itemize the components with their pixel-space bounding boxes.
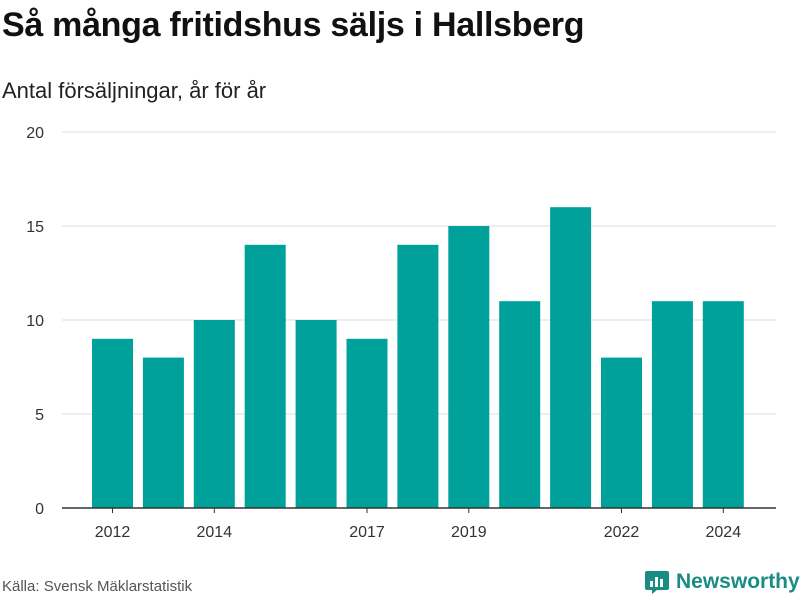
bar-chart: 0 5 10 15 20 2012 2014 2017 2019 2022 2024 [26, 125, 776, 541]
bar-2016 [295, 320, 337, 508]
x-axis-ticks: 2012 2014 2017 2019 2022 2024 [95, 508, 741, 541]
chart-subtitle: Antal försäljningar, år för år [2, 78, 267, 103]
bar-2014 [193, 320, 235, 508]
x-tick-label: 2017 [349, 524, 385, 541]
x-tick-label: 2014 [197, 524, 233, 541]
bar-2024 [702, 301, 744, 508]
bar-2023 [651, 301, 693, 508]
bar-2022 [601, 357, 642, 508]
bar-2020 [499, 301, 541, 508]
newsworthy-chart-logo-icon [645, 571, 669, 594]
bar-2012 [92, 338, 133, 508]
source-note: Källa: Svensk Mäklarstatistik [2, 578, 193, 595]
bar-2015 [244, 244, 286, 509]
y-tick-label: 20 [26, 125, 44, 142]
x-tick-label: 2022 [604, 524, 640, 541]
bar-2019 [448, 226, 490, 508]
y-tick-label: 15 [26, 219, 44, 236]
brand-logo: Newsworthy [644, 569, 800, 595]
bar-2013 [142, 357, 184, 508]
y-tick-label: 0 [35, 501, 44, 518]
x-tick-label: 2019 [451, 524, 487, 541]
bar-2021 [550, 207, 592, 508]
y-axis-ticks: 0 5 10 15 20 [26, 125, 44, 518]
x-tick-label: 2024 [706, 524, 742, 541]
chart-title: Så många fritidshus säljs i Hallsberg [2, 6, 585, 44]
bars [92, 207, 744, 509]
bar-2018 [397, 244, 439, 509]
y-tick-label: 10 [26, 313, 44, 330]
brand-name: Newsworthy [676, 570, 800, 593]
x-tick-label: 2012 [95, 524, 131, 541]
y-tick-label: 5 [35, 407, 44, 424]
bar-2017 [346, 338, 388, 508]
